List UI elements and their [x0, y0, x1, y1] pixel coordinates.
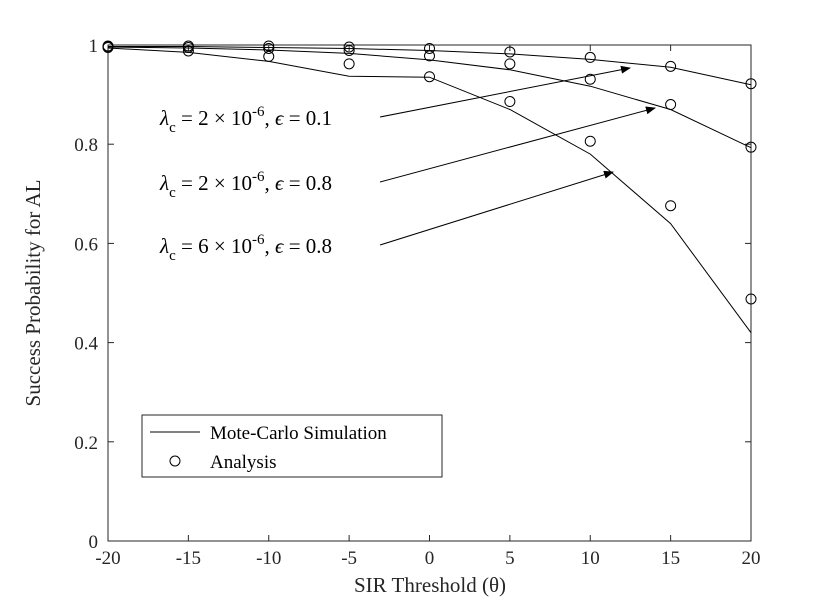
annotation-3: λc = 6 × 10-6, ϵ = 0.8 [159, 170, 614, 264]
analysis-point-eps01 [424, 42, 435, 54]
svg-text:λc = 6 × 10-6, ϵ = 0.8: λc = 6 × 10-6, ϵ = 0.8 [159, 232, 332, 264]
simulation-line-eps08_high [107, 47, 752, 333]
x-ticks: -20 -15 -10 -5 0 5 10 15 20 [95, 45, 761, 569]
series-layer [102, 40, 757, 333]
analysis-point-eps01 [343, 41, 355, 53]
analysis-point-eps08_high [102, 41, 114, 53]
analysis-point-eps08_low [343, 44, 355, 56]
x-tick-label: 20 [742, 548, 761, 569]
y-tick-label: 0.2 [74, 433, 98, 454]
analysis-point-eps08_high [665, 200, 677, 212]
y-tick-label: 0.8 [74, 135, 98, 156]
legend: Mote-Carlo Simulation Analysis [141, 414, 443, 478]
y-tick-label: 0.6 [74, 234, 98, 255]
legend-label-analysis: Analysis [210, 452, 277, 473]
x-tick-label: 10 [581, 548, 600, 569]
annotation-arrow-3 [379, 170, 614, 246]
analysis-point-eps08_high [343, 58, 355, 70]
analysis-point-eps08_low [504, 58, 516, 70]
y-tick-label: 0.4 [74, 334, 98, 355]
annotation-arrow-2 [379, 106, 656, 183]
x-tick-label: 0 [425, 548, 435, 569]
y-ticks: 0 0.2 0.4 0.6 0.8 1 [74, 36, 751, 553]
x-tick-label: 5 [505, 548, 515, 569]
annotation-arrow-1 [379, 65, 631, 118]
analysis-point-eps08_low [584, 73, 596, 85]
legend-box [141, 414, 443, 478]
x-tick-label: -10 [256, 548, 281, 569]
analysis-point-eps01 [504, 46, 516, 58]
lambda-symbol: λ [159, 106, 169, 130]
analysis-point-eps01 [665, 60, 677, 72]
annotation-2: λc = 2 × 10-6, ϵ = 0.8 [159, 106, 656, 201]
analysis-point-eps08_low [263, 42, 275, 54]
legend-circle-swatch [169, 455, 181, 467]
x-tick-label: -15 [176, 548, 201, 569]
analysis-point-eps08_high [504, 96, 516, 108]
x-tick-label: -20 [95, 548, 120, 569]
y-tick-label: 0 [89, 532, 99, 553]
analysis-point-eps08_high [263, 50, 275, 62]
y-axis-label: Success Probability for AL [21, 180, 45, 407]
y-tick-label: 1 [89, 36, 99, 57]
x-tick-label: 15 [661, 548, 680, 569]
analysis-point-eps08_high [424, 71, 435, 83]
x-tick-label: -5 [341, 548, 357, 569]
analysis-point-eps01 [745, 78, 757, 90]
analysis-point-eps08_low [665, 99, 677, 111]
analysis-point-eps08_high [745, 293, 757, 305]
annotation-1: λc = 2 × 10-6, ϵ = 0.1 [159, 65, 631, 136]
svg-text:λc = 2 × 10-6, ϵ = 0.1: λc = 2 × 10-6, ϵ = 0.1 [159, 104, 332, 136]
legend-label-simulation: Mote-Carlo Simulation [210, 423, 387, 444]
analysis-point-eps01 [584, 51, 596, 63]
simulation-line-eps08_low [107, 46, 752, 149]
analysis-point-eps08_low [745, 141, 757, 153]
analysis-point-eps08_high [584, 135, 596, 147]
svg-text:λc = 2 × 10-6, ϵ = 0.8: λc = 2 × 10-6, ϵ = 0.8 [159, 169, 332, 201]
analysis-point-eps08_low [424, 50, 435, 62]
analysis-point-eps08_high [182, 45, 194, 57]
x-axis-label: SIR Threshold (θ) [354, 573, 506, 597]
